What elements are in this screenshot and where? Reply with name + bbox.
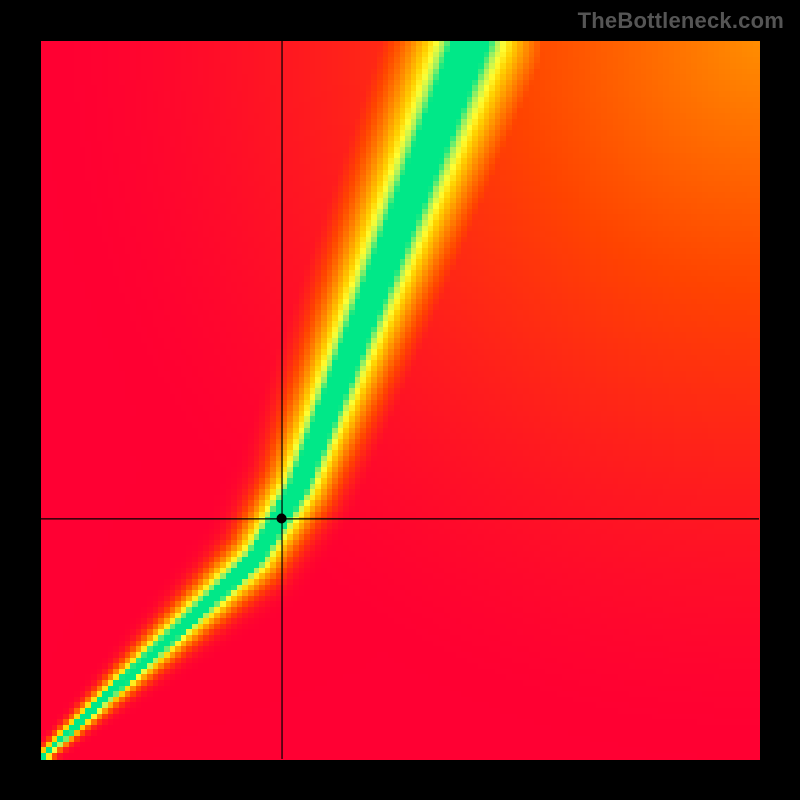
bottleneck-heatmap — [0, 0, 800, 800]
chart-container: TheBottleneck.com — [0, 0, 800, 800]
watermark-text: TheBottleneck.com — [578, 8, 784, 34]
